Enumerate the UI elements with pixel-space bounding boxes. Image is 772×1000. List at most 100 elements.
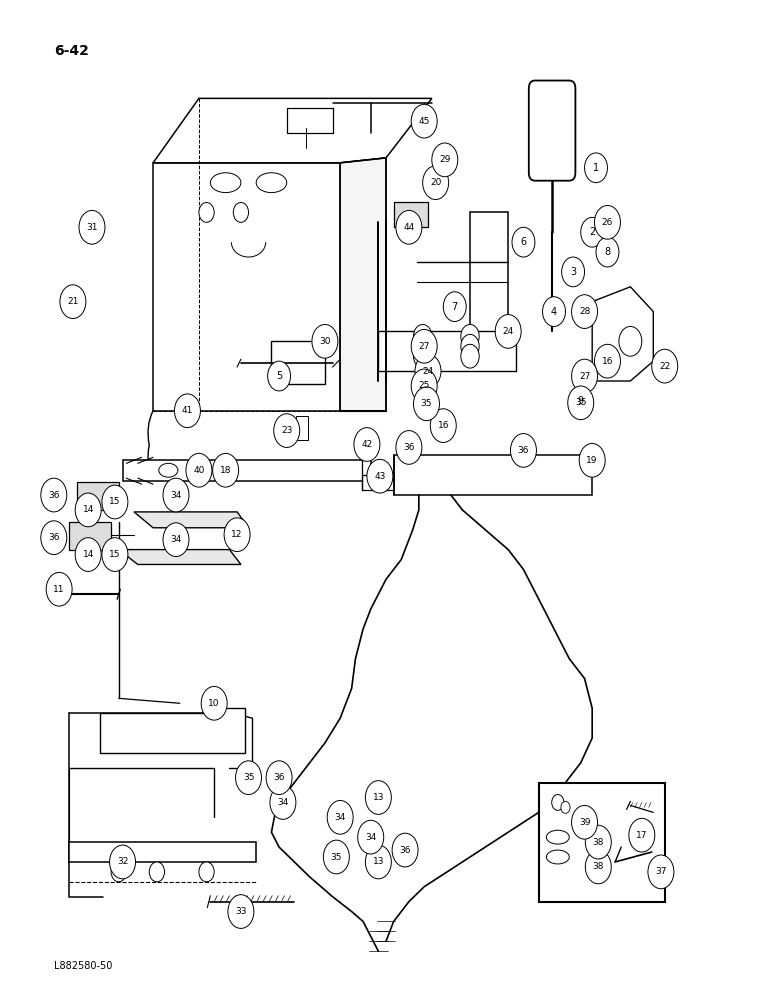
Text: 7: 7	[452, 302, 458, 312]
Circle shape	[396, 431, 422, 464]
Text: 1: 1	[593, 163, 599, 173]
Circle shape	[567, 386, 594, 420]
Circle shape	[461, 334, 479, 358]
Circle shape	[648, 855, 674, 889]
Text: 15: 15	[109, 497, 120, 506]
Circle shape	[584, 153, 608, 183]
Polygon shape	[361, 475, 394, 490]
Text: L882580-50: L882580-50	[54, 961, 112, 971]
Circle shape	[629, 818, 655, 852]
Circle shape	[619, 326, 642, 356]
Circle shape	[323, 840, 350, 874]
Circle shape	[411, 369, 437, 403]
Circle shape	[233, 202, 249, 222]
Circle shape	[60, 285, 86, 319]
Text: 19: 19	[587, 456, 598, 465]
Text: 35: 35	[242, 773, 254, 782]
Text: 41: 41	[181, 406, 193, 415]
Text: 5: 5	[276, 371, 283, 381]
Text: 34: 34	[171, 535, 181, 544]
Circle shape	[414, 344, 432, 368]
Ellipse shape	[159, 463, 178, 477]
Ellipse shape	[256, 173, 286, 193]
Circle shape	[111, 862, 127, 882]
Polygon shape	[153, 98, 432, 163]
Text: 38: 38	[593, 862, 604, 871]
Text: 27: 27	[579, 372, 591, 381]
Circle shape	[41, 521, 67, 555]
Bar	[539, 783, 665, 902]
Circle shape	[102, 538, 128, 571]
Polygon shape	[340, 158, 386, 411]
Text: 32: 32	[117, 857, 128, 866]
Circle shape	[432, 143, 458, 177]
Text: 21: 21	[67, 297, 79, 306]
Circle shape	[75, 493, 101, 527]
Bar	[296, 416, 308, 440]
FancyBboxPatch shape	[529, 81, 575, 181]
Text: 16: 16	[601, 357, 613, 366]
Circle shape	[571, 295, 598, 328]
Circle shape	[392, 833, 418, 867]
Polygon shape	[100, 708, 245, 753]
Text: 36: 36	[403, 443, 415, 452]
Polygon shape	[470, 212, 508, 371]
Circle shape	[201, 686, 227, 720]
Circle shape	[461, 344, 479, 368]
Circle shape	[585, 825, 611, 859]
Circle shape	[79, 210, 105, 244]
Circle shape	[327, 800, 353, 834]
Ellipse shape	[210, 173, 241, 193]
Text: 30: 30	[319, 337, 330, 346]
Text: 14: 14	[83, 505, 94, 514]
Circle shape	[163, 523, 189, 557]
Text: 18: 18	[220, 466, 232, 475]
Circle shape	[543, 297, 565, 326]
Polygon shape	[69, 842, 256, 862]
Bar	[69, 522, 111, 550]
Circle shape	[224, 518, 250, 552]
Circle shape	[552, 795, 564, 810]
Text: 17: 17	[636, 831, 648, 840]
Circle shape	[594, 344, 621, 378]
Text: 13: 13	[373, 857, 384, 866]
Circle shape	[430, 409, 456, 442]
Text: 42: 42	[361, 440, 373, 449]
Text: 34: 34	[365, 833, 377, 842]
Circle shape	[414, 324, 432, 348]
Text: 27: 27	[418, 342, 430, 351]
Circle shape	[212, 453, 239, 487]
Circle shape	[274, 414, 300, 447]
Text: 39: 39	[579, 818, 591, 827]
Polygon shape	[134, 512, 249, 528]
Circle shape	[312, 324, 338, 358]
Circle shape	[411, 329, 437, 363]
Text: 13: 13	[373, 793, 384, 802]
Circle shape	[596, 237, 619, 267]
Text: 33: 33	[235, 907, 246, 916]
Text: 22: 22	[659, 362, 670, 371]
Polygon shape	[394, 455, 592, 495]
Polygon shape	[119, 550, 241, 564]
Circle shape	[228, 895, 254, 928]
Polygon shape	[153, 163, 340, 411]
Text: 15: 15	[109, 550, 120, 559]
Circle shape	[461, 324, 479, 348]
Circle shape	[357, 820, 384, 854]
Polygon shape	[272, 341, 325, 384]
Text: 3: 3	[570, 267, 576, 277]
Text: 36: 36	[273, 773, 285, 782]
Circle shape	[495, 315, 521, 348]
Bar	[76, 482, 119, 510]
Text: 36: 36	[48, 491, 59, 500]
Circle shape	[585, 850, 611, 884]
Circle shape	[41, 478, 67, 512]
Text: 9: 9	[577, 396, 584, 406]
Circle shape	[268, 361, 290, 391]
Text: 43: 43	[374, 472, 385, 481]
Text: 2: 2	[589, 227, 595, 237]
Circle shape	[365, 781, 391, 814]
Text: 35: 35	[330, 852, 342, 861]
Text: 44: 44	[403, 223, 415, 232]
Text: 28: 28	[579, 307, 591, 316]
